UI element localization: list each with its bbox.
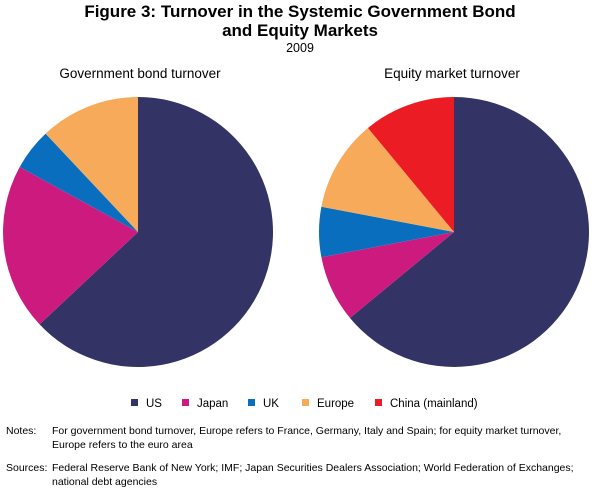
chart-title-equity-market: Equity market turnover xyxy=(384,66,520,81)
legend-swatch-europe xyxy=(302,399,309,407)
legend-item-us: US xyxy=(131,396,162,412)
legend-item-europe: Europe xyxy=(302,396,354,412)
legend-swatch-us xyxy=(131,399,138,407)
pie-slice-europe xyxy=(45,97,139,232)
sources-label: Sources: xyxy=(6,462,48,474)
pie-slice-uk xyxy=(318,206,454,258)
figure-title-line1: Figure 3: Turnover in the Systemic Gover… xyxy=(84,2,516,21)
notes-label: Notes: xyxy=(6,425,37,437)
legend-label-uk: UK xyxy=(263,398,279,410)
pie-slice-europe xyxy=(321,127,454,232)
pie-slice-china-mainland xyxy=(367,97,454,232)
chart-title-government-bond: Government bond turnover xyxy=(59,66,221,81)
pie-slice-uk xyxy=(19,133,139,232)
pie-chart-government-bond xyxy=(3,97,274,367)
legend-label-us: US xyxy=(146,398,162,410)
legend-label-japan: Japan xyxy=(197,398,229,410)
legend-label-china-mainland: China (mainland) xyxy=(390,398,478,410)
pie-slice-us xyxy=(39,97,274,367)
legend-swatch-japan xyxy=(182,399,189,407)
pie-chart-equity-market xyxy=(318,97,590,367)
pie-slice-japan xyxy=(3,166,139,325)
legend-item-china-mainland: China (mainland) xyxy=(375,396,478,412)
legend-item-japan: Japan xyxy=(182,396,228,412)
notes-text: For government bond turnover, Europe ref… xyxy=(52,425,562,451)
legend-swatch-uk xyxy=(248,399,255,407)
legend-label-europe: Europe xyxy=(317,398,355,410)
legend: US Japan UK Europe China (mainland) xyxy=(0,396,600,412)
pie-slice-us xyxy=(349,97,590,367)
figure-subtitle: 2009 xyxy=(286,41,314,55)
sources-text: Federal Reserve Bank of New York; IMF; J… xyxy=(52,462,574,488)
legend-swatch-china-mainland xyxy=(375,399,382,407)
legend-item-uk: UK xyxy=(248,396,279,412)
pie-slice-japan xyxy=(321,232,454,319)
figure-title-line2: and Equity Markets xyxy=(222,21,378,40)
